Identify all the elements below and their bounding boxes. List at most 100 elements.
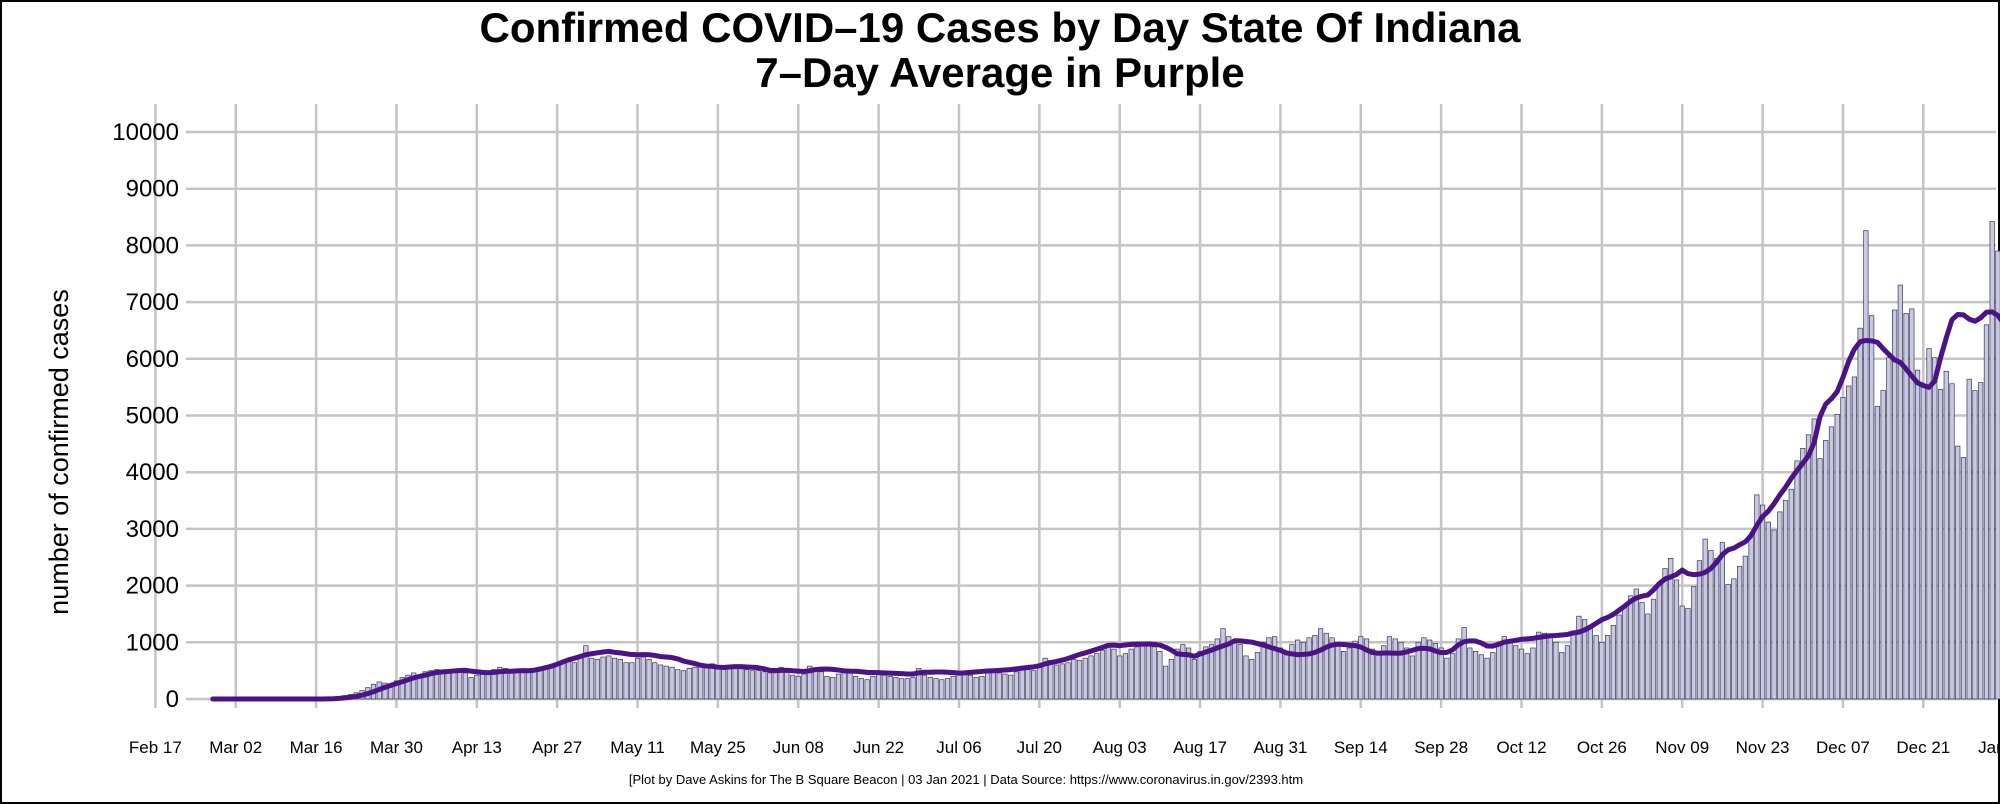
case-bar <box>1834 414 1840 700</box>
case-bar <box>577 655 583 700</box>
case-bar <box>468 677 474 700</box>
case-bar <box>1960 457 1967 700</box>
case-bar <box>738 668 744 700</box>
case-bar <box>1421 637 1427 700</box>
y-tick-label: 4000 <box>126 459 179 486</box>
case-bar <box>497 666 503 700</box>
case-bar <box>1800 448 1806 700</box>
case-bar <box>474 674 480 700</box>
case-bar <box>824 675 830 700</box>
case-bar <box>680 670 687 700</box>
case-bar <box>611 657 618 700</box>
case-bar <box>1869 315 1875 700</box>
case-bar <box>479 673 486 700</box>
case-bar <box>1507 640 1513 700</box>
case-bar <box>1932 357 1938 700</box>
case-bar <box>554 663 560 700</box>
case-bar <box>411 672 417 700</box>
case-bar <box>457 670 463 700</box>
case-bar <box>428 670 434 700</box>
case-bar <box>1363 638 1370 700</box>
case-bar <box>1346 647 1352 700</box>
case-bar <box>1415 641 1421 700</box>
case-bar <box>1886 357 1892 700</box>
case-bar <box>1748 535 1754 700</box>
case-bar <box>1495 644 1502 700</box>
case-bar <box>801 673 807 700</box>
x-tick-label: Apr 13 <box>452 738 502 757</box>
case-bar <box>1668 558 1674 700</box>
x-tick-label: Nov 23 <box>1736 738 1790 757</box>
case-bar <box>1461 627 1467 700</box>
case-bar <box>1208 644 1215 700</box>
case-bar <box>1966 378 1972 700</box>
case-bar <box>1157 651 1163 700</box>
case-bar <box>571 662 577 700</box>
case-bar <box>1874 406 1880 700</box>
case-bar <box>1398 641 1404 700</box>
y-tick-label: 10000 <box>112 119 179 146</box>
case-bar <box>1605 635 1611 700</box>
case-bar <box>1742 555 1748 700</box>
chart-title-line-1: Confirmed COVID–19 Cases by Day State Of… <box>480 4 1522 51</box>
case-bar <box>1524 653 1530 700</box>
case-bar <box>1846 385 1852 700</box>
case-bar <box>1639 602 1645 700</box>
case-bar <box>1140 644 1146 700</box>
case-bar <box>887 675 893 700</box>
case-bar <box>1737 565 1743 700</box>
case-bar <box>1989 221 1995 700</box>
case-bar <box>1811 418 1817 700</box>
case-bar <box>1955 445 1961 700</box>
case-bar <box>1002 673 1008 700</box>
case-bar <box>1851 376 1858 700</box>
case-bar <box>973 677 979 700</box>
case-bar <box>1937 389 1944 700</box>
case-bar <box>1197 651 1203 700</box>
case-bar <box>1008 674 1014 700</box>
case-bar <box>944 678 951 700</box>
case-bar <box>1759 504 1766 700</box>
case-bar <box>1725 584 1731 700</box>
case-bar <box>1926 348 1932 700</box>
case-bar <box>606 655 612 700</box>
case-bar <box>784 671 790 700</box>
case-bar <box>1249 658 1255 700</box>
case-bar <box>979 675 985 700</box>
case-bar <box>795 675 801 700</box>
case-bar <box>1909 308 1915 700</box>
case-bar <box>1266 637 1272 700</box>
case-bar <box>1995 250 2000 700</box>
case-bar <box>1501 636 1507 700</box>
case-bar <box>1972 390 1978 700</box>
case-bar <box>594 658 600 700</box>
chart-title-line-2: 7–Day Average in Purple <box>755 49 1244 96</box>
case-bar <box>1702 538 1708 700</box>
case-bar <box>1714 558 1720 700</box>
y-tick-label: 1000 <box>126 629 179 656</box>
case-bar <box>1765 521 1771 700</box>
y-tick-label: 9000 <box>126 176 179 203</box>
x-tick-label: Dec 07 <box>1816 738 1870 757</box>
case-bar <box>1782 500 1789 700</box>
case-bar <box>652 662 658 700</box>
case-bar <box>1042 657 1048 700</box>
case-bar <box>686 668 692 700</box>
case-bar <box>657 664 664 700</box>
case-bar <box>1622 605 1628 700</box>
case-bar <box>956 674 962 700</box>
case-bar <box>1685 607 1691 700</box>
case-bar <box>1582 619 1588 700</box>
case-bar <box>1805 434 1812 700</box>
case-bar <box>1696 560 1703 700</box>
case-bar <box>1656 585 1662 700</box>
case-bar <box>726 666 732 700</box>
case-bar <box>1627 595 1634 700</box>
case-bar <box>778 666 784 700</box>
case-bar <box>755 670 761 700</box>
case-bar <box>525 671 532 700</box>
case-bar <box>1145 641 1151 700</box>
case-bar <box>1708 550 1714 700</box>
x-tick-label: Aug 31 <box>1253 738 1307 757</box>
case-bar <box>1673 579 1680 700</box>
